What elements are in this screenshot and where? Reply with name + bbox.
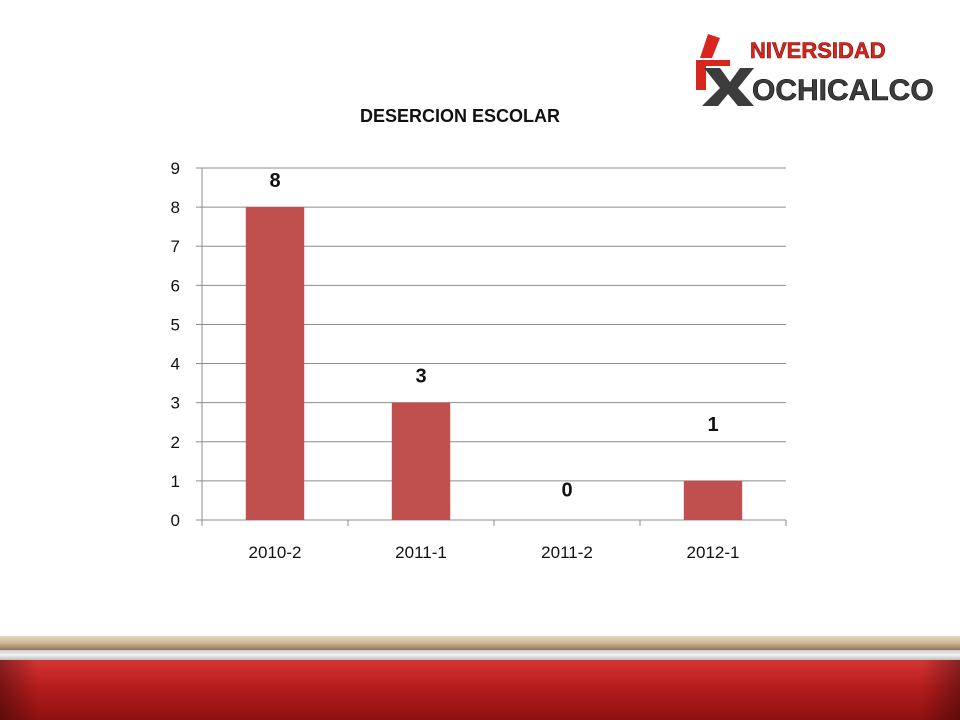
y-tick-label-6: 6 <box>171 276 180 295</box>
footer-band <box>0 636 960 720</box>
bars <box>245 207 743 520</box>
data-labels: 8 3 0 1 <box>269 170 718 501</box>
y-tick-label-4: 4 <box>171 355 180 374</box>
logo-x-mark <box>702 68 754 106</box>
logo-swoosh <box>700 34 720 58</box>
x-tick-label-2010-2: 2010-2 <box>249 543 302 562</box>
logo-line2: OCHICALCO <box>752 74 934 107</box>
desercion-chart: DESERCION ESCOLAR 0 1 2 3 4 5 6 7 8 9 8 3 0 1 2010-2… <box>171 106 787 562</box>
footer-red-stripe <box>0 660 960 720</box>
data-label-2011-2: 0 <box>561 480 572 502</box>
footer-tan-stripe <box>0 636 960 650</box>
y-tick-label-2: 2 <box>171 433 180 452</box>
chart-title: DESERCION ESCOLAR <box>360 106 560 126</box>
y-tick-label-1: 1 <box>171 472 180 491</box>
bar-2012-1 <box>683 480 743 520</box>
footer-gray-stripe <box>0 650 960 660</box>
y-tick-label-7: 7 <box>171 237 180 256</box>
y-tick-label-9: 9 <box>171 159 180 178</box>
y-tick-label-3: 3 <box>171 394 180 413</box>
y-tick-label-8: 8 <box>171 198 180 217</box>
logo-u-mark <box>696 60 730 90</box>
data-label-2011-1: 3 <box>415 366 426 388</box>
x-axis-ticks: 2010-2 2011-1 2011-2 2012-1 <box>249 543 740 562</box>
universidad-xochicalco-logo: NIVERSIDAD OCHICALCO <box>696 34 934 107</box>
x-tick-label-2011-2: 2011-2 <box>541 543 593 562</box>
bar-2011-1 <box>391 402 451 520</box>
y-axis-ticks: 0 1 2 3 4 5 6 7 8 9 <box>171 159 180 530</box>
bar-2010-2 <box>245 207 305 520</box>
data-label-2012-1: 1 <box>707 414 718 436</box>
x-tick-label-2011-1: 2011-1 <box>395 543 447 562</box>
y-tick-label-5: 5 <box>171 315 180 334</box>
y-tick-label-0: 0 <box>171 511 180 530</box>
x-tick-label-2012-1: 2012-1 <box>687 543 740 562</box>
data-label-2010-2: 8 <box>269 170 280 192</box>
logo-line1: NIVERSIDAD <box>750 38 886 63</box>
footer-red-shade <box>0 660 960 720</box>
